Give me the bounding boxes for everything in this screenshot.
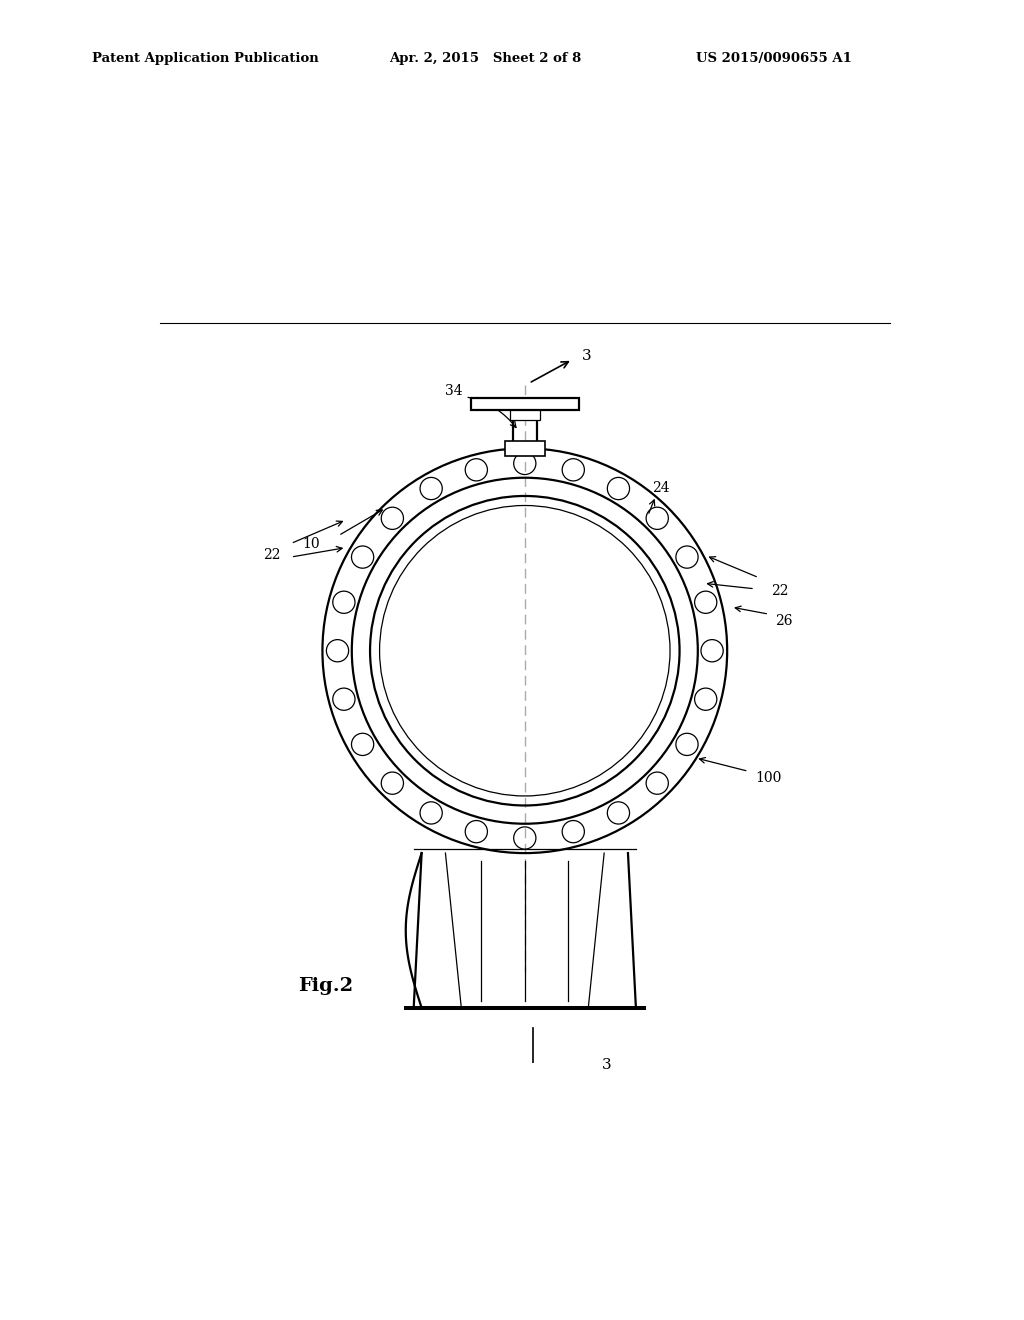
Text: 22: 22 [263,549,281,562]
Text: 24: 24 [652,480,670,495]
Text: 26: 26 [775,614,793,627]
Text: Apr. 2, 2015   Sheet 2 of 8: Apr. 2, 2015 Sheet 2 of 8 [389,51,582,65]
Text: 10: 10 [303,537,321,550]
Text: 22: 22 [771,585,788,598]
Bar [471,397,579,411]
Text: 3: 3 [582,350,592,363]
Text: 34: 34 [445,384,463,399]
Bar [510,411,540,420]
Text: 100: 100 [755,771,781,784]
Bar [505,441,545,455]
Text: Patent Application Publication: Patent Application Publication [92,51,318,65]
Text: 3: 3 [602,1059,611,1072]
Text: US 2015/0090655 A1: US 2015/0090655 A1 [696,51,852,65]
Text: Fig.2: Fig.2 [299,977,353,995]
